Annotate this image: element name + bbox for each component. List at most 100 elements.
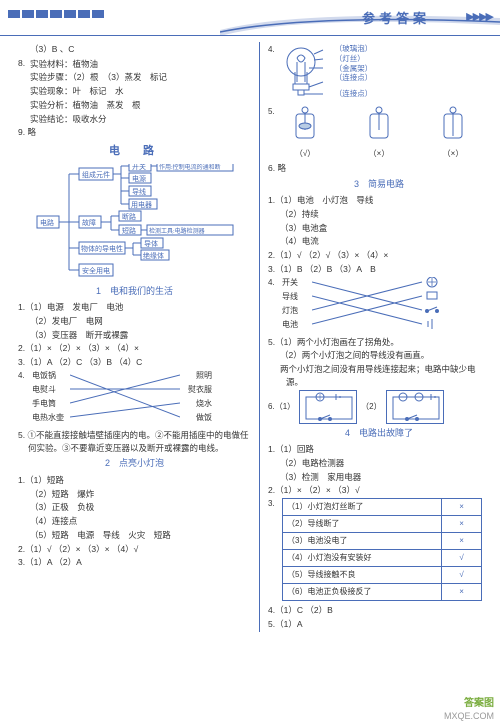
q8-b: 实验步骤：（2）根 （3）蒸发 标记 bbox=[18, 71, 251, 84]
s1q1b: （2）发电厂 电网 bbox=[18, 315, 251, 328]
s1q3: 3.（1）A （2）C （3）B （4）C bbox=[18, 356, 251, 369]
q9: 9. 略 bbox=[18, 126, 251, 139]
subsection-3-title: 3 简易电路 bbox=[268, 178, 490, 192]
s4q4: 4.（1）C （2）B bbox=[268, 604, 490, 617]
fault-6-mark: × bbox=[442, 584, 482, 601]
fault-1-text: （1）小灯泡灯丝断了 bbox=[283, 499, 442, 516]
cross2-l4: 电池 bbox=[282, 319, 298, 331]
fault-6-text: （6）电池正负极接反了 bbox=[283, 584, 442, 601]
svg-text:组成元件: 组成元件 bbox=[82, 170, 110, 179]
bulb-l2: （灯丝） bbox=[335, 54, 373, 64]
fault-4-text: （4）小灯泡没有安装好 bbox=[283, 550, 442, 567]
cross1-l2: 电熨斗 bbox=[32, 384, 56, 396]
s1q2: 2.（1）× （2）× （3）× （4）× bbox=[18, 342, 251, 355]
fault-row: （1）小灯泡灯丝断了× bbox=[283, 499, 482, 516]
s2q1d: （4）连接点 bbox=[18, 515, 251, 528]
s4q5: 5.（1）A bbox=[268, 618, 490, 631]
bulb-l3: （金属架） bbox=[335, 64, 373, 74]
matching-diagram-2: 开关 导线 灯泡 电池 bbox=[282, 277, 452, 333]
svg-text:断路: 断路 bbox=[122, 212, 136, 221]
s3q2: 2.（1）√ （2）√ （3）× （4）× bbox=[268, 249, 490, 262]
q8-e: 实验结论：吸收水分 bbox=[18, 113, 251, 126]
fault-5-mark: √ bbox=[442, 567, 482, 584]
cross1-l3: 手电筒 bbox=[32, 398, 56, 410]
s1q5: 5. ①不能直接接触墙壁插座内的电。②不能用插座中的电做任何实验。③不要靠近变压… bbox=[18, 429, 251, 455]
cross1-r3: 烧水 bbox=[196, 398, 212, 410]
jar2-label: （×） bbox=[364, 148, 394, 160]
s2q1b: （2）短路 爆炸 bbox=[18, 488, 251, 501]
header-arrows: ▶▶▶▶ bbox=[466, 10, 492, 23]
s3q1d: （4）电流 bbox=[268, 235, 490, 248]
svg-text:故障: 故障 bbox=[82, 218, 96, 227]
s4q1b: （2）电路检测器 bbox=[268, 457, 490, 470]
cross2-l2: 导线 bbox=[282, 291, 298, 303]
svg-text:用电器: 用电器 bbox=[131, 200, 152, 209]
svg-text:导线: 导线 bbox=[132, 187, 146, 196]
jar-1: （√） bbox=[290, 106, 320, 160]
jars-row: （√） （×） （×） bbox=[268, 106, 490, 160]
svg-text:检测工具:电路检测器: 检测工具:电路检测器 bbox=[149, 227, 205, 235]
q8-d: 实验分析：植物油 蒸发 根 bbox=[18, 99, 251, 112]
q8-c: 实验现象：叶 标记 水 bbox=[18, 85, 251, 98]
header-title: 参考答案 bbox=[362, 8, 430, 27]
svg-text:绝缘体: 绝缘体 bbox=[143, 251, 164, 260]
s3q5c: 两个小灯泡之间没有用导线连接起来；电路中缺少电源。 bbox=[268, 363, 490, 389]
fault-row: （2）导线断了× bbox=[283, 516, 482, 533]
jar3-label: （×） bbox=[438, 148, 468, 160]
svg-text:短路: 短路 bbox=[122, 226, 136, 235]
s3q1: 1.（1）电池 小灯泡 导线 bbox=[268, 194, 490, 207]
watermark-logo: 答案图 bbox=[464, 694, 494, 709]
subsection-4-title: 4 电路出故障了 bbox=[268, 427, 490, 441]
bulb-diagram: 4. （玻璃泡） （灯丝） （金属架） （连接点） （连接点） bbox=[268, 44, 490, 104]
fault-3-text: （3）电池没电了 bbox=[283, 533, 442, 550]
content-columns: （3）B 、C 8. 实验材料：植物油 实验步骤：（2）根 （3）蒸发 标记 实… bbox=[0, 36, 500, 632]
s1q1: 1.（1）电源 发电厂 电池 bbox=[18, 301, 251, 314]
s2q1e: （5）短路 电源 导线 火灾 短路 bbox=[18, 529, 251, 542]
q3: （3）B 、C bbox=[18, 43, 251, 56]
cross1-r1: 照明 bbox=[196, 370, 212, 382]
s2q1c: （3）正极 负极 bbox=[18, 501, 251, 514]
s4q1: 1.（1）回路 bbox=[268, 443, 490, 456]
cross1-r4: 做饭 bbox=[196, 412, 212, 424]
bulb-l4: （连接点） bbox=[335, 73, 373, 83]
s3q6-label: 6.（1） bbox=[268, 401, 295, 413]
s3q6b-label: （2） bbox=[361, 401, 381, 413]
fault-4-mark: √ bbox=[442, 550, 482, 567]
subsection-1-title: 1 电和我们的生活 bbox=[18, 285, 251, 299]
q8-a: 实验材料：植物油 bbox=[18, 58, 251, 71]
circuit-2 bbox=[386, 390, 444, 424]
column-divider bbox=[259, 42, 260, 632]
svg-text:电源: 电源 bbox=[132, 174, 146, 183]
fault-row: （6）电池正负极接反了× bbox=[283, 584, 482, 601]
s2q3: 3.（1）A （2）A bbox=[18, 556, 251, 569]
fault-3-mark: × bbox=[442, 533, 482, 550]
circuit-flowchart: 电路 组成元件 开关 作用:控制电流的通和断 电源 导线 用电器 故障 断路 短… bbox=[35, 164, 235, 282]
s3q1c: （3）电池盒 bbox=[268, 222, 490, 235]
bulb-l5: （连接点） bbox=[335, 89, 373, 99]
fault-1-mark: × bbox=[442, 499, 482, 516]
s3q5b: （2）两个小灯泡之间的导线没有画直。 bbox=[268, 349, 490, 362]
header-decoration-dots bbox=[8, 10, 104, 18]
section-circuit-title: 电 路 bbox=[18, 143, 251, 160]
s4q1c: （3）检测 家用电器 bbox=[268, 471, 490, 484]
page-header: 参考答案 ▶▶▶▶ bbox=[0, 0, 500, 36]
fault-row: （3）电池没电了× bbox=[283, 533, 482, 550]
fault-2-mark: × bbox=[442, 516, 482, 533]
s1q1c: （3）变压器 断开或裸露 bbox=[18, 329, 251, 342]
s2q1: 1.（1）短路 bbox=[18, 474, 251, 487]
svg-text:导体: 导体 bbox=[144, 239, 158, 248]
faults-table: （1）小灯泡灯丝断了× （2）导线断了× （3）电池没电了× （4）小灯泡没有安… bbox=[282, 498, 482, 601]
watermark-url: MXQE.COM bbox=[444, 711, 494, 721]
cross1-l1: 电饭锅 bbox=[32, 370, 56, 382]
fault-5-text: （5）导线接触不良 bbox=[283, 567, 442, 584]
svg-text:安全用电: 安全用电 bbox=[82, 266, 110, 275]
circuit-1 bbox=[299, 390, 357, 424]
jar1-label: （√） bbox=[290, 148, 320, 160]
svg-text:电路: 电路 bbox=[40, 218, 54, 227]
s3q3: 3.（1）B （2）B （3）A B bbox=[268, 263, 490, 276]
jar-2: （×） bbox=[364, 106, 394, 160]
s3q5: 5.（1）两个小灯泡画在了拐角处。 bbox=[268, 336, 490, 349]
fault-row: （5）导线接触不良√ bbox=[283, 567, 482, 584]
cross1-r2: 熨衣服 bbox=[188, 384, 212, 396]
s2q2: 2.（1）√ （2）× （3）× （4）√ bbox=[18, 543, 251, 556]
